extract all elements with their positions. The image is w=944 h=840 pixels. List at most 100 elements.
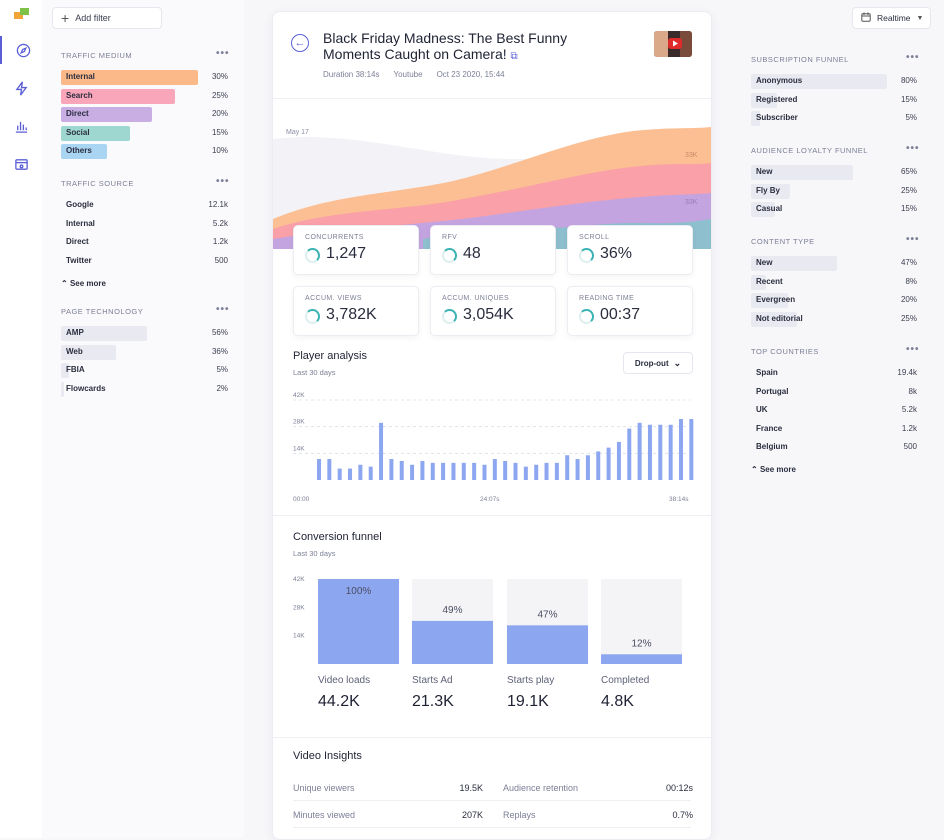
player-bar[interactable] [399, 460, 404, 480]
player-bar[interactable] [637, 422, 642, 480]
list-item[interactable]: New 47% [751, 256, 917, 271]
player-bar[interactable] [379, 422, 384, 480]
list-item[interactable]: Anonymous 80% [751, 74, 917, 89]
add-filter-button[interactable]: + Add filter [52, 7, 162, 29]
player-bar[interactable] [658, 424, 663, 480]
player-bar[interactable] [678, 419, 683, 480]
list-item[interactable]: Fly By 25% [751, 183, 917, 199]
list-item[interactable]: Subscriber 5% [751, 111, 917, 126]
progress-ring-icon [442, 309, 457, 324]
list-item[interactable]: Social 15% [61, 125, 228, 141]
list-item[interactable]: Registered 15% [751, 92, 917, 108]
list-item[interactable]: Not editorial 25% [751, 311, 917, 327]
compass-icon[interactable] [0, 36, 44, 64]
metric-card[interactable]: ACCUM. VIEWS 3,782K [293, 286, 419, 336]
funnel-value-label: 44.2K [318, 693, 360, 710]
player-bar[interactable] [534, 464, 539, 480]
traffic-source-more-icon[interactable]: ••• [216, 176, 230, 187]
player-bar[interactable] [451, 462, 456, 480]
list-item[interactable]: Internal 30% [61, 70, 228, 85]
list-item-value: 10% [211, 146, 228, 155]
player-bar[interactable] [627, 428, 632, 480]
metric-card[interactable]: CONCURRENTS 1,247 [293, 225, 419, 275]
player-bar[interactable] [503, 460, 508, 480]
list-item[interactable]: Spain 19.4k [751, 366, 917, 381]
list-item[interactable]: Recent 8% [751, 274, 917, 290]
list-item[interactable]: Direct 1.2k [61, 235, 228, 250]
realtime-dropdown[interactable]: Realtime ▼ [852, 7, 931, 29]
player-bar[interactable] [606, 447, 611, 480]
player-bar[interactable] [389, 459, 394, 480]
loyalty-funnel-more-icon[interactable]: ••• [906, 143, 920, 154]
external-link-icon[interactable]: ⧉ [510, 51, 518, 62]
player-bar[interactable] [348, 468, 353, 480]
player-bar[interactable] [647, 424, 652, 480]
list-item-label: New [756, 258, 773, 267]
funnel-bar[interactable] [318, 579, 399, 664]
list-item[interactable]: Internal 5.2k [61, 217, 228, 232]
list-item[interactable]: France 1.2k [751, 422, 917, 437]
list-item[interactable]: Casual 15% [751, 202, 917, 217]
app-logo [14, 8, 29, 19]
list-item[interactable]: Belgium 500 [751, 440, 917, 455]
player-bar[interactable] [554, 462, 559, 480]
funnel-bar[interactable] [412, 620, 493, 664]
list-item[interactable]: Search 25% [61, 88, 228, 104]
player-bar[interactable] [482, 464, 487, 480]
list-item[interactable]: Evergreen 20% [751, 293, 917, 308]
player-bar[interactable] [368, 466, 373, 480]
metric-card[interactable]: SCROLL 36% [567, 225, 693, 275]
player-bar[interactable] [513, 462, 518, 480]
metric-card[interactable]: ACCUM. UNIQUES 3,054K [430, 286, 556, 336]
list-item[interactable]: Web 36% [61, 344, 228, 360]
list-item[interactable]: Flowcards 2% [61, 381, 228, 397]
funnel-bar[interactable] [507, 625, 588, 664]
player-bar[interactable] [410, 464, 415, 480]
list-item[interactable]: Portugal 8k [751, 385, 917, 400]
player-bar[interactable] [461, 462, 466, 480]
traffic-source-see-more[interactable]: ⌃ See more [61, 279, 106, 288]
back-arrow-icon[interactable]: ← [291, 34, 309, 52]
player-bar[interactable] [689, 419, 694, 480]
metric-card[interactable]: RFV 48 [430, 225, 556, 275]
player-bar[interactable] [616, 441, 621, 480]
list-item[interactable]: Others 10% [61, 144, 228, 159]
top-countries-see-more[interactable]: ⌃ See more [751, 465, 796, 474]
dropout-dropdown[interactable]: Drop-out ⌄ [623, 352, 693, 374]
player-bar[interactable] [317, 459, 321, 480]
page-technology-more-icon[interactable]: ••• [216, 304, 230, 315]
player-bar[interactable] [668, 424, 673, 480]
player-bar[interactable] [544, 462, 549, 480]
list-item[interactable]: FBIA 5% [61, 363, 228, 378]
player-bar[interactable] [337, 468, 342, 480]
player-bar[interactable] [596, 451, 601, 480]
player-bar[interactable] [523, 466, 528, 480]
player-bar[interactable] [565, 455, 570, 480]
player-bar[interactable] [420, 460, 425, 480]
top-countries-more-icon[interactable]: ••• [906, 344, 920, 355]
player-bar[interactable] [472, 462, 477, 480]
list-item[interactable]: Google 12.1k [61, 198, 228, 213]
content-type-more-icon[interactable]: ••• [906, 234, 920, 245]
player-bar[interactable] [358, 464, 363, 480]
player-bar[interactable] [492, 459, 497, 480]
player-bar[interactable] [585, 455, 590, 480]
list-item[interactable]: UK 5.2k [751, 403, 917, 418]
traffic-medium-more-icon[interactable]: ••• [216, 48, 230, 59]
video-thumbnail[interactable] [654, 31, 692, 57]
player-bar[interactable] [441, 462, 446, 480]
player-bar[interactable] [575, 459, 580, 480]
funnel-bar[interactable] [601, 654, 682, 664]
player-bar[interactable] [327, 459, 332, 480]
list-item[interactable]: New 65% [751, 165, 917, 180]
list-item[interactable]: AMP 56% [61, 326, 228, 341]
player-bar[interactable] [430, 462, 435, 480]
list-item[interactable]: Direct 20% [61, 107, 228, 122]
subscription-funnel-more-icon[interactable]: ••• [906, 52, 920, 63]
list-item-bar [61, 144, 107, 159]
list-item[interactable]: Twitter 500 [61, 254, 228, 269]
bar-chart-icon[interactable] [0, 112, 42, 140]
browser-window-icon[interactable] [0, 150, 42, 178]
metric-card[interactable]: READING TIME 00:37 [567, 286, 693, 336]
lightning-icon[interactable] [0, 74, 42, 102]
